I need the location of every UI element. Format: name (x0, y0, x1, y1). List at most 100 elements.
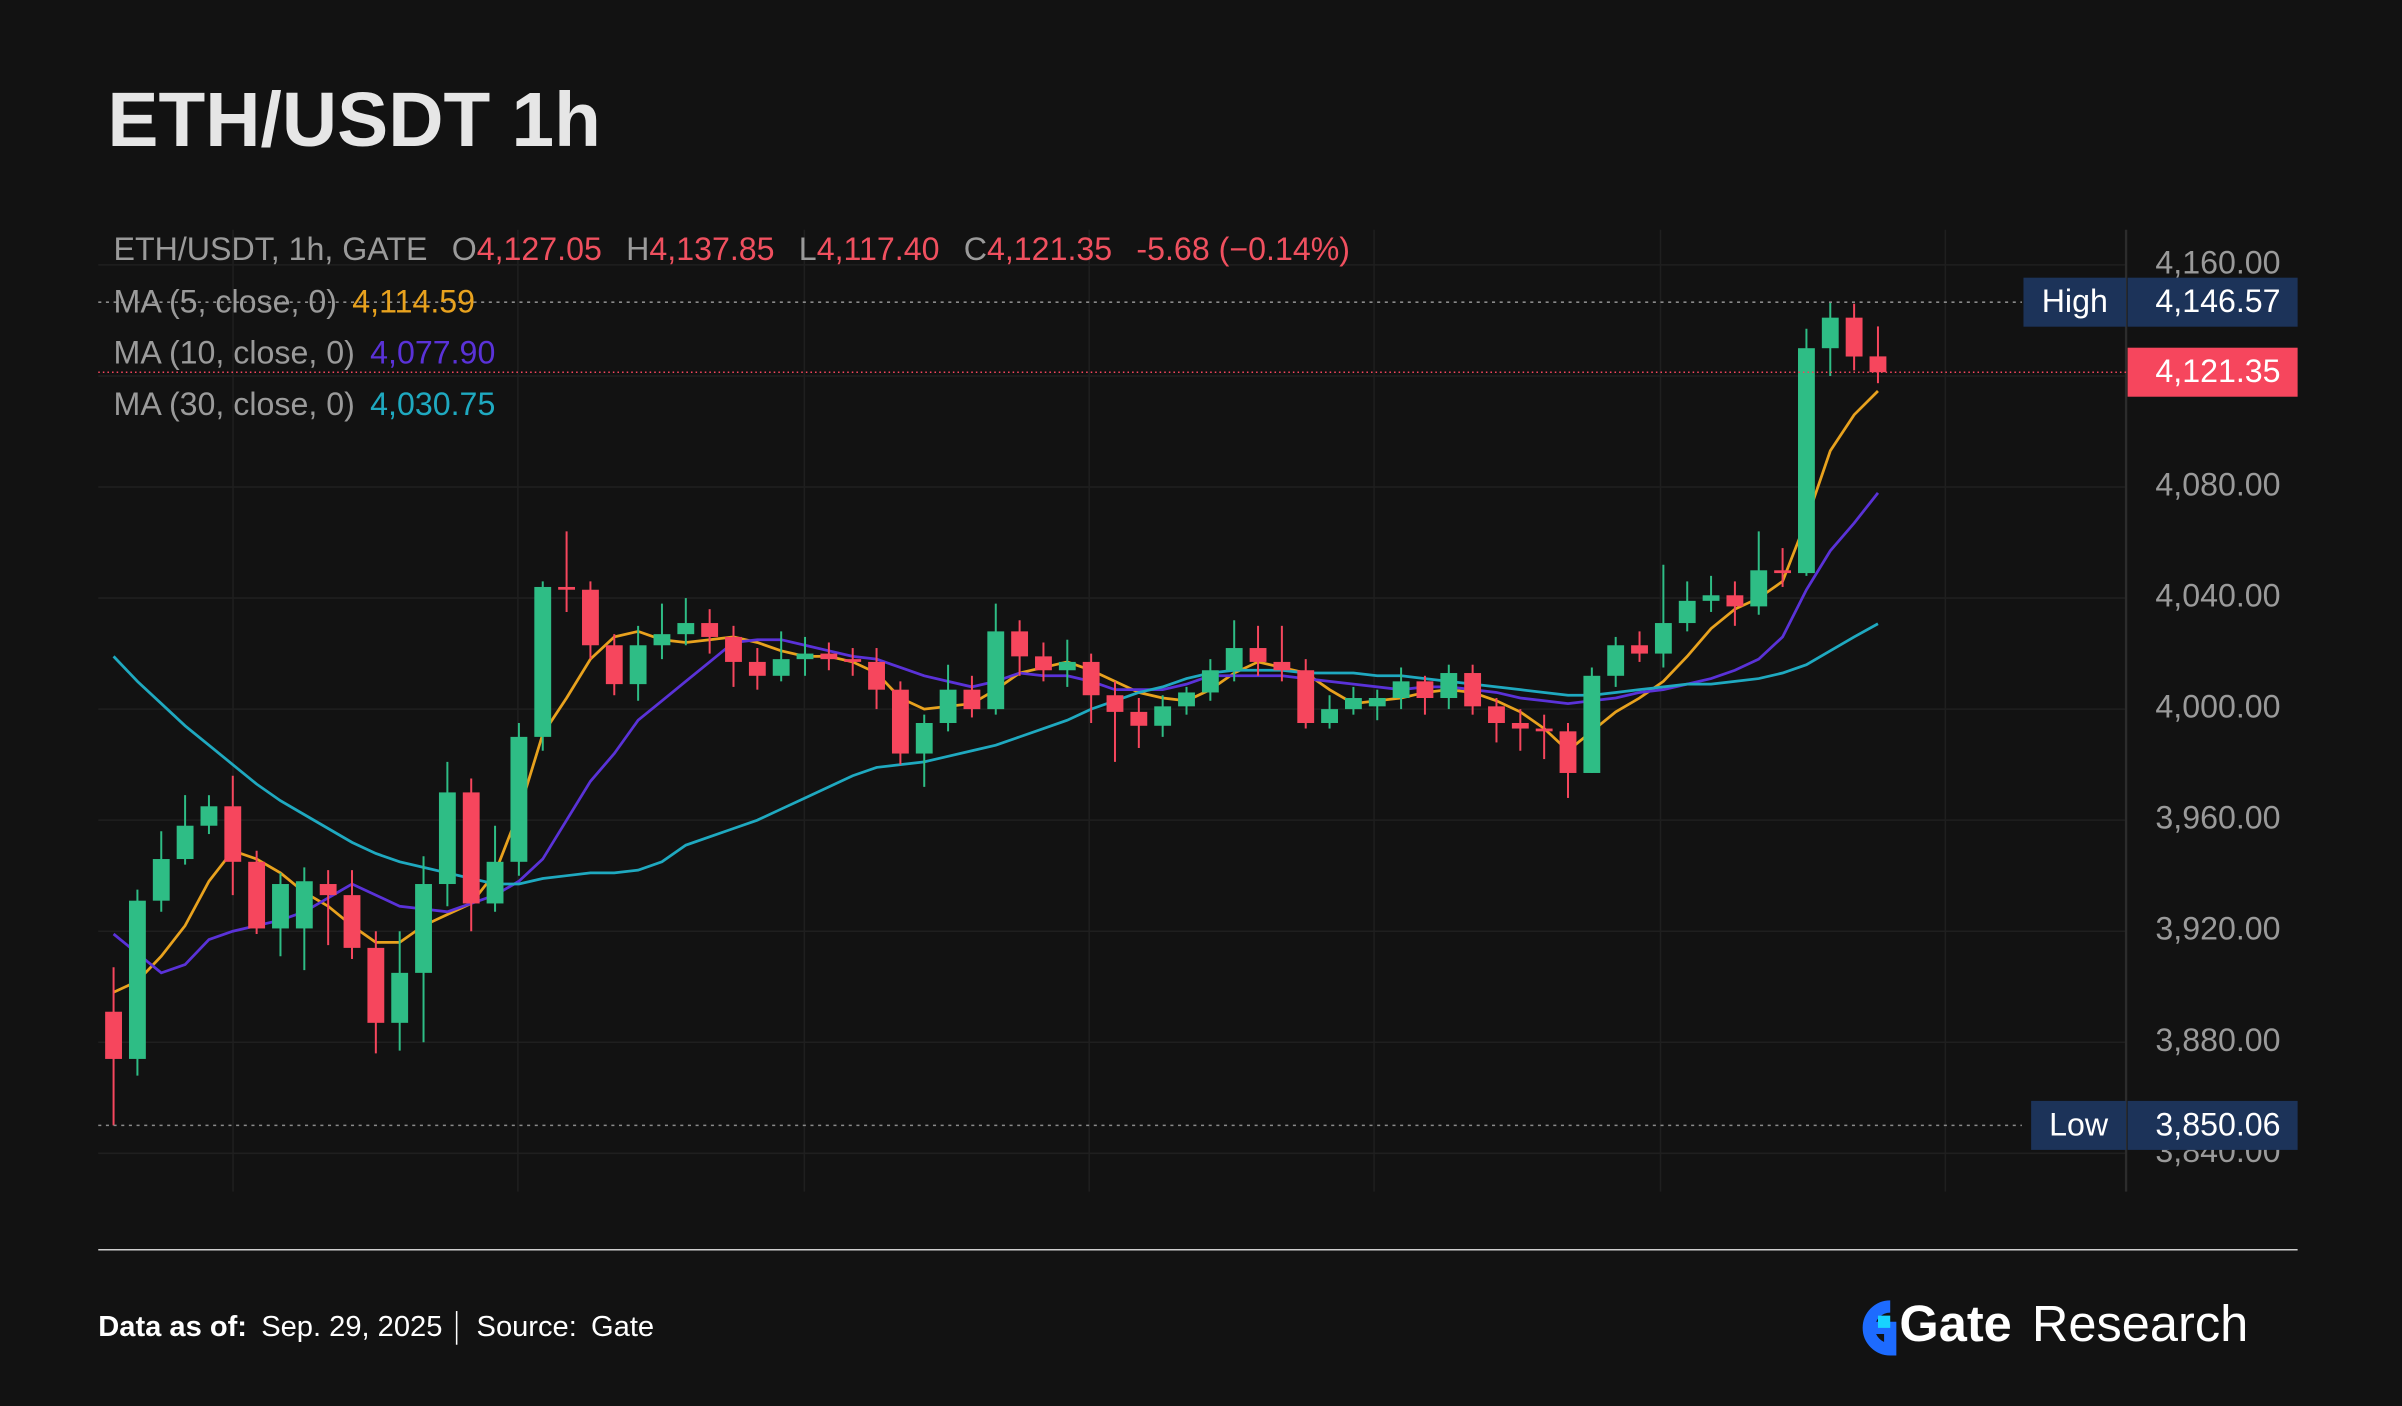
candle-body (1273, 661, 1291, 671)
y-tick-label: 3,880.00 (2155, 1022, 2280, 1058)
legend-value: 4,114.59 (352, 283, 475, 319)
price-tag-label: Low (2049, 1106, 2109, 1142)
candle-body (1654, 623, 1672, 654)
candle-body (1488, 706, 1505, 723)
candle-body (653, 634, 671, 646)
legend-value: 4,077.90 (370, 334, 495, 370)
candle-body (1035, 656, 1052, 671)
ohlc-value: 4,127.05 (477, 231, 602, 267)
candle-body (629, 645, 647, 685)
logo-icon (1862, 1300, 1897, 1356)
candle-body (796, 653, 814, 660)
candle-body (677, 623, 695, 635)
ohlc-value: 4,121.35 (987, 231, 1112, 267)
candle-body (224, 806, 242, 862)
candle-body (987, 631, 1005, 710)
legend-name: MA (5, close, 0) (114, 283, 337, 319)
candle-body (1416, 681, 1434, 699)
price-tag-label-box (2023, 277, 2127, 327)
logo-icon-square (1877, 1315, 1891, 1328)
chart-title: ETH/USDT 1h (107, 78, 600, 163)
candle-body (343, 895, 361, 948)
ohlc-key: C (964, 231, 987, 267)
last-price-box (2127, 347, 2298, 397)
y-tick-label: 4,160.00 (2155, 244, 2280, 280)
candle-body (295, 881, 313, 929)
price-tag-value: 4,146.57 (2155, 283, 2280, 319)
ohlc-value: 4,137.85 (649, 231, 774, 267)
candle-body (1440, 673, 1458, 699)
candle-body (1321, 709, 1338, 723)
brand-name: Gate (1899, 1295, 2011, 1352)
candle-body (1392, 681, 1410, 699)
candle-body (272, 884, 289, 929)
candle-body (486, 861, 504, 904)
source: Gate (591, 1311, 654, 1343)
candle-body (438, 792, 456, 885)
candle-body (1464, 673, 1482, 707)
candle-body (1750, 570, 1768, 607)
candle-body (1869, 356, 1887, 373)
candle-body (128, 900, 146, 1059)
candle-body (1678, 600, 1696, 624)
candle-body (915, 722, 933, 754)
candle-body (558, 586, 576, 590)
candle-body (200, 806, 218, 826)
candle-body (1821, 317, 1839, 349)
candle-body (1130, 711, 1148, 726)
candle-body (1368, 698, 1386, 707)
candle-body (1583, 675, 1601, 773)
candle-body (248, 861, 266, 929)
y-tick-label: 3,960.00 (2155, 800, 2280, 836)
ohlc-key: O (452, 231, 477, 267)
symbol-info: ETH/USDT, 1h, GATE (114, 231, 428, 267)
candle-body (1607, 645, 1625, 676)
candle-body (415, 884, 432, 973)
candle-body (1774, 570, 1792, 574)
candle-body (605, 645, 623, 685)
y-tick-label: 3,920.00 (2155, 911, 2280, 947)
time-grid (232, 229, 1947, 1192)
candle-body (1726, 595, 1744, 607)
candle-body (1559, 731, 1577, 773)
candle-body (152, 859, 170, 901)
candle-body (1106, 695, 1124, 712)
ohlc-value: 4,117.40 (817, 231, 940, 267)
source-text: Source: Gate (477, 1311, 655, 1343)
candle-body (725, 636, 742, 662)
candle-body (582, 589, 599, 646)
legend-entry: MA (5, close, 0) 4,114.59 (114, 283, 476, 319)
candle-body (1297, 670, 1315, 723)
candle-body (534, 586, 552, 737)
candle-body (1011, 631, 1029, 657)
price-tag-box (2127, 277, 2298, 327)
candle-body (1178, 692, 1195, 707)
candle-body (1511, 722, 1529, 729)
candle-body (963, 689, 981, 710)
brand: Gate Research (1899, 1295, 2248, 1352)
candle-body (1845, 317, 1863, 357)
candle-body (939, 689, 957, 723)
candle-body (319, 884, 337, 896)
candle-body (1201, 670, 1219, 693)
candle-body (1249, 648, 1267, 662)
brand-suffix: Research (2032, 1295, 2248, 1352)
legend-value: 4,030.75 (370, 385, 495, 421)
candle-body (1702, 595, 1720, 601)
date: Sep. 29, 2025 (261, 1311, 442, 1343)
candle-body (510, 736, 528, 862)
candle-body (701, 623, 719, 637)
legend-entry: MA (10, close, 0) 4,077.90 (114, 334, 496, 370)
legend-entry: MA (30, close, 0) 4,030.75 (114, 385, 496, 421)
candle-body (1154, 706, 1172, 726)
candle-body (105, 1011, 122, 1059)
ohlc-key: L (799, 231, 817, 267)
candle-body (1082, 661, 1100, 696)
price-tag-label-box (2031, 1100, 2127, 1150)
price-tag-box (2127, 1100, 2298, 1150)
candle-body (820, 653, 838, 660)
ohlc-key: H (626, 231, 649, 267)
legend-name: MA (10, close, 0) (114, 334, 355, 370)
